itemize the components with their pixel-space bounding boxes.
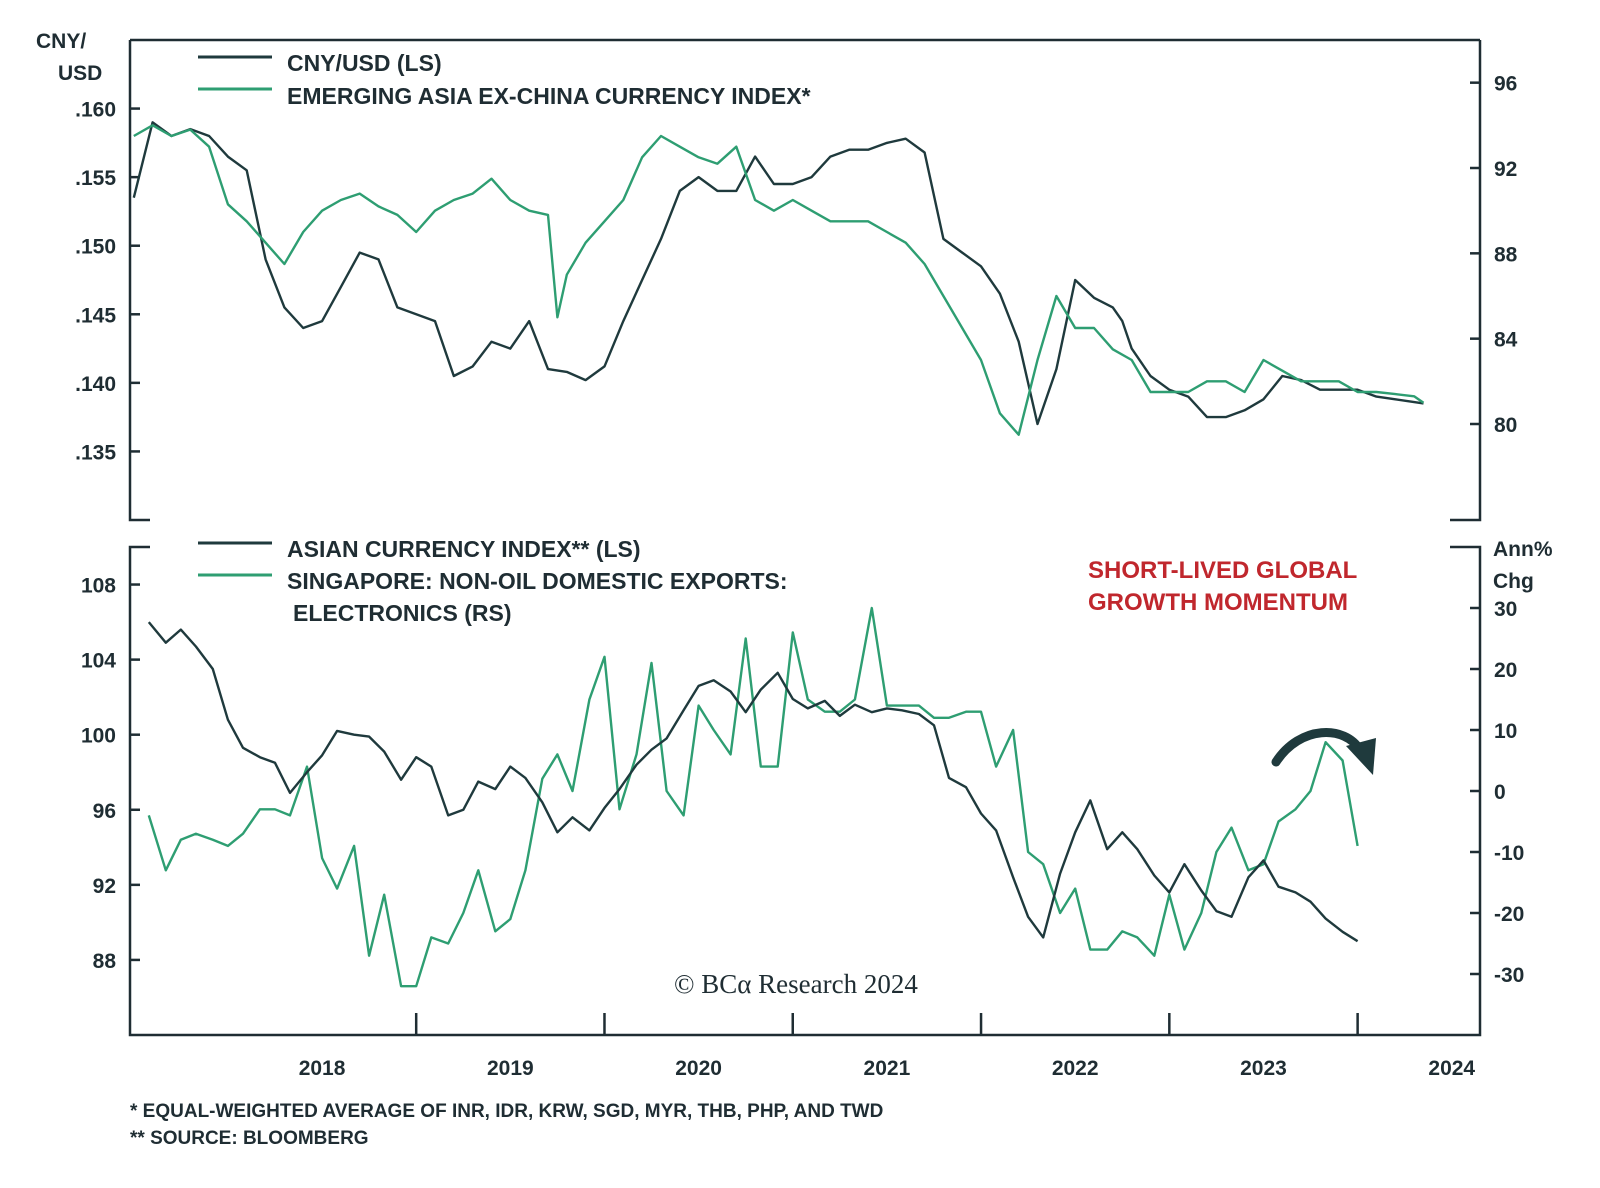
series-line-singapore-electronics: [147, 606, 1359, 988]
momentum-arrow: [1271, 728, 1376, 775]
bottom-legend-label-sg-line1: SINGAPORE: NON-OIL DOMESTIC EXPORTS:: [287, 568, 788, 594]
bottom-right-axis: 30 20 10 0 -10 -20 -30: [1470, 598, 1524, 987]
left-tick-label: 100: [81, 725, 116, 748]
right-tick-label: 0: [1494, 781, 1506, 804]
top-panel-frame: [128, 38, 1482, 522]
left-tick-label: .140: [75, 373, 116, 396]
right-tick-label: 96: [1494, 73, 1517, 96]
bottom-right-axis-title-line2: Chg: [1493, 570, 1534, 593]
x-axis: 2018 2019 2020 2021 2022 2023 2024: [299, 1013, 1475, 1080]
momentum-arrow-head: [1346, 738, 1376, 775]
series-line-cny-usd: [132, 121, 1424, 426]
bottom-legend-label-aci: ASIAN CURRENCY INDEX** (LS): [287, 536, 641, 562]
top-left-axis-title-line2: USD: [58, 62, 102, 85]
left-tick-label: .160: [75, 99, 116, 122]
top-legend-label-asia: EMERGING ASIA EX-CHINA CURRENCY INDEX*: [287, 83, 811, 109]
top-left-axis-title-line1: CNY/: [36, 30, 86, 53]
right-tick-label: 20: [1494, 659, 1517, 682]
top-panel: .160 .155 .150 .145 .140 .135 96 92 88 84 80 CNY/…: [36, 30, 1518, 522]
left-tick-label: 108: [81, 575, 116, 598]
x-tick-label: 2024: [1428, 1057, 1475, 1080]
left-tick-label: .150: [75, 236, 116, 259]
x-tick-label: 2023: [1240, 1057, 1287, 1080]
bottom-left-axis: 108 104 100 96 92 88: [81, 575, 140, 973]
series-line-emerging-asia-index: [133, 124, 1425, 436]
right-tick-label: 88: [1494, 243, 1518, 266]
left-tick-label: .145: [75, 304, 116, 327]
top-left-axis: .160 .155 .150 .145 .140 .135: [75, 99, 140, 464]
annotation-line2: GROWTH MOMENTUM: [1088, 589, 1348, 616]
bottom-panel-frame: [128, 545, 1482, 1037]
left-tick-label: .135: [75, 441, 116, 464]
momentum-arrow-arc: [1271, 728, 1365, 767]
right-tick-label: 30: [1494, 598, 1517, 621]
right-tick-label: 80: [1494, 414, 1517, 437]
right-tick-label: 92: [1494, 158, 1517, 181]
top-legend-label-cny: CNY/USD (LS): [287, 50, 442, 76]
left-tick-label: 104: [81, 650, 116, 673]
footnote-2: ** SOURCE: BLOOMBERG: [130, 1128, 369, 1149]
right-tick-label: -30: [1494, 964, 1524, 987]
left-tick-label: 88: [93, 950, 117, 973]
top-legend: CNY/USD (LS) EMERGING ASIA EX-CHINA CURR…: [198, 50, 811, 109]
x-tick-label: 2019: [487, 1057, 534, 1080]
left-tick-label: 92: [93, 875, 116, 898]
right-tick-label: -10: [1494, 842, 1524, 865]
right-tick-label: 10: [1494, 720, 1517, 743]
x-tick-label: 2020: [675, 1057, 722, 1080]
annotation-line1: SHORT-LIVED GLOBAL: [1088, 557, 1357, 584]
x-tick-label: 2022: [1052, 1057, 1099, 1080]
credit-text: © BCα Research 2024: [674, 969, 918, 999]
series-line-asian-currency-index: [147, 621, 1359, 943]
credit-backdrop: [666, 963, 976, 1001]
right-tick-label: -20: [1494, 903, 1524, 926]
bottom-legend: ASIAN CURRENCY INDEX** (LS) SINGAPORE: N…: [198, 536, 788, 626]
footnote-1: * EQUAL-WEIGHTED AVERAGE OF INR, IDR, KR…: [130, 1101, 883, 1122]
bottom-legend-label-sg-line2: ELECTRONICS (RS): [293, 600, 512, 626]
left-tick-label: .155: [75, 167, 116, 190]
x-tick-label: 2021: [864, 1057, 911, 1080]
x-tick-label: 2018: [299, 1057, 346, 1080]
left-tick-label: 96: [93, 800, 116, 823]
top-right-axis: 96 92 88 84 80: [1470, 73, 1518, 437]
bottom-right-axis-title-line1: Ann%: [1493, 538, 1553, 561]
right-tick-label: 84: [1494, 329, 1518, 352]
